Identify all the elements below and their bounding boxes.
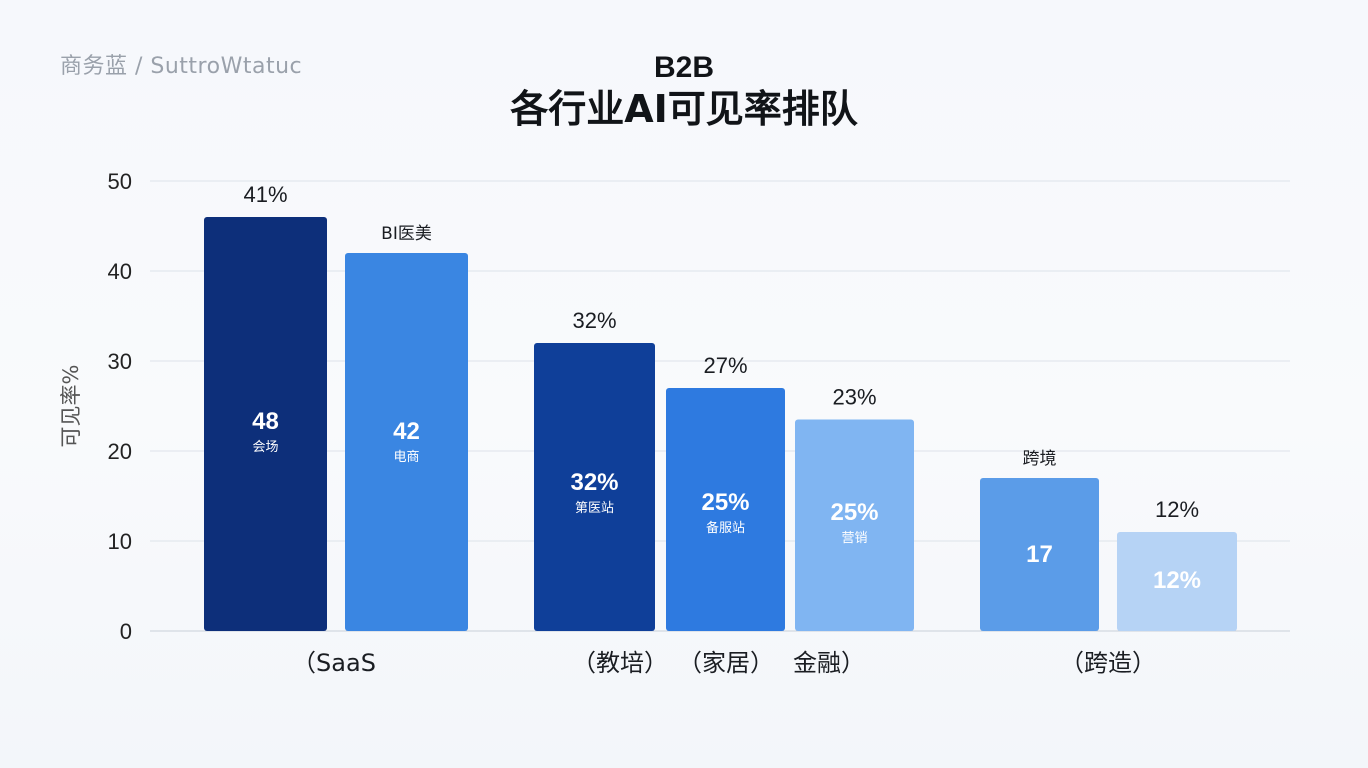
bar-top-label: BI医美	[381, 224, 432, 244]
bar-inner-value: 25%	[830, 499, 878, 526]
bar-inner-sublabel: 电商	[393, 450, 419, 465]
bar	[204, 217, 327, 631]
bar-inner-value: 25%	[701, 489, 749, 516]
bar-inner-sublabel: 第医站	[575, 501, 614, 516]
bar-inner-value: 42	[393, 418, 420, 445]
x-category-label: （家居）	[678, 649, 774, 677]
bar-inner-value: 32%	[570, 469, 618, 496]
bar-inner-value: 12%	[1153, 567, 1201, 594]
chart-title: B2B 各行业AI可见率排队	[0, 50, 1368, 132]
bar-inner-sublabel: 营销	[841, 531, 867, 546]
y-tick-label: 40	[108, 259, 132, 284]
y-tick-label: 30	[108, 349, 132, 374]
chart-title-line2: 各行业AI可见率排队	[510, 87, 858, 131]
bar	[795, 419, 914, 631]
chart-title-line1: B2B	[653, 51, 714, 84]
bar-inner-sublabel: 会场	[252, 440, 278, 455]
bar-top-label: 12%	[1155, 497, 1199, 522]
bar	[980, 478, 1099, 631]
bar-inner-value: 48	[252, 408, 279, 435]
watermark-text: 商务蓝 / SuttroWtatuc	[60, 54, 303, 79]
bar-inner-sublabel: 备服站	[706, 520, 745, 536]
bar-top-label: 23%	[832, 385, 876, 410]
bar-inner-value: 17	[1026, 541, 1053, 568]
bar-top-label: 41%	[243, 182, 287, 207]
bar	[1117, 532, 1237, 631]
y-tick-label: 10	[108, 529, 132, 554]
x-category-label: （教培）	[572, 649, 668, 677]
bar-top-label: 32%	[572, 308, 616, 333]
bar	[534, 343, 655, 631]
x-category-label: （SaaS	[292, 649, 376, 677]
y-tick-label: 50	[108, 169, 132, 194]
y-tick-label: 0	[120, 619, 132, 644]
y-tick-label: 20	[108, 439, 132, 464]
bar-top-label: 27%	[703, 353, 747, 378]
bar	[345, 253, 468, 631]
y-axis-label: 可见率%	[59, 365, 83, 448]
x-category-label: 金融）	[793, 649, 865, 677]
bar	[666, 388, 785, 631]
x-category-label: （跨造）	[1060, 649, 1156, 677]
bar-top-label: 跨境	[1023, 449, 1057, 469]
